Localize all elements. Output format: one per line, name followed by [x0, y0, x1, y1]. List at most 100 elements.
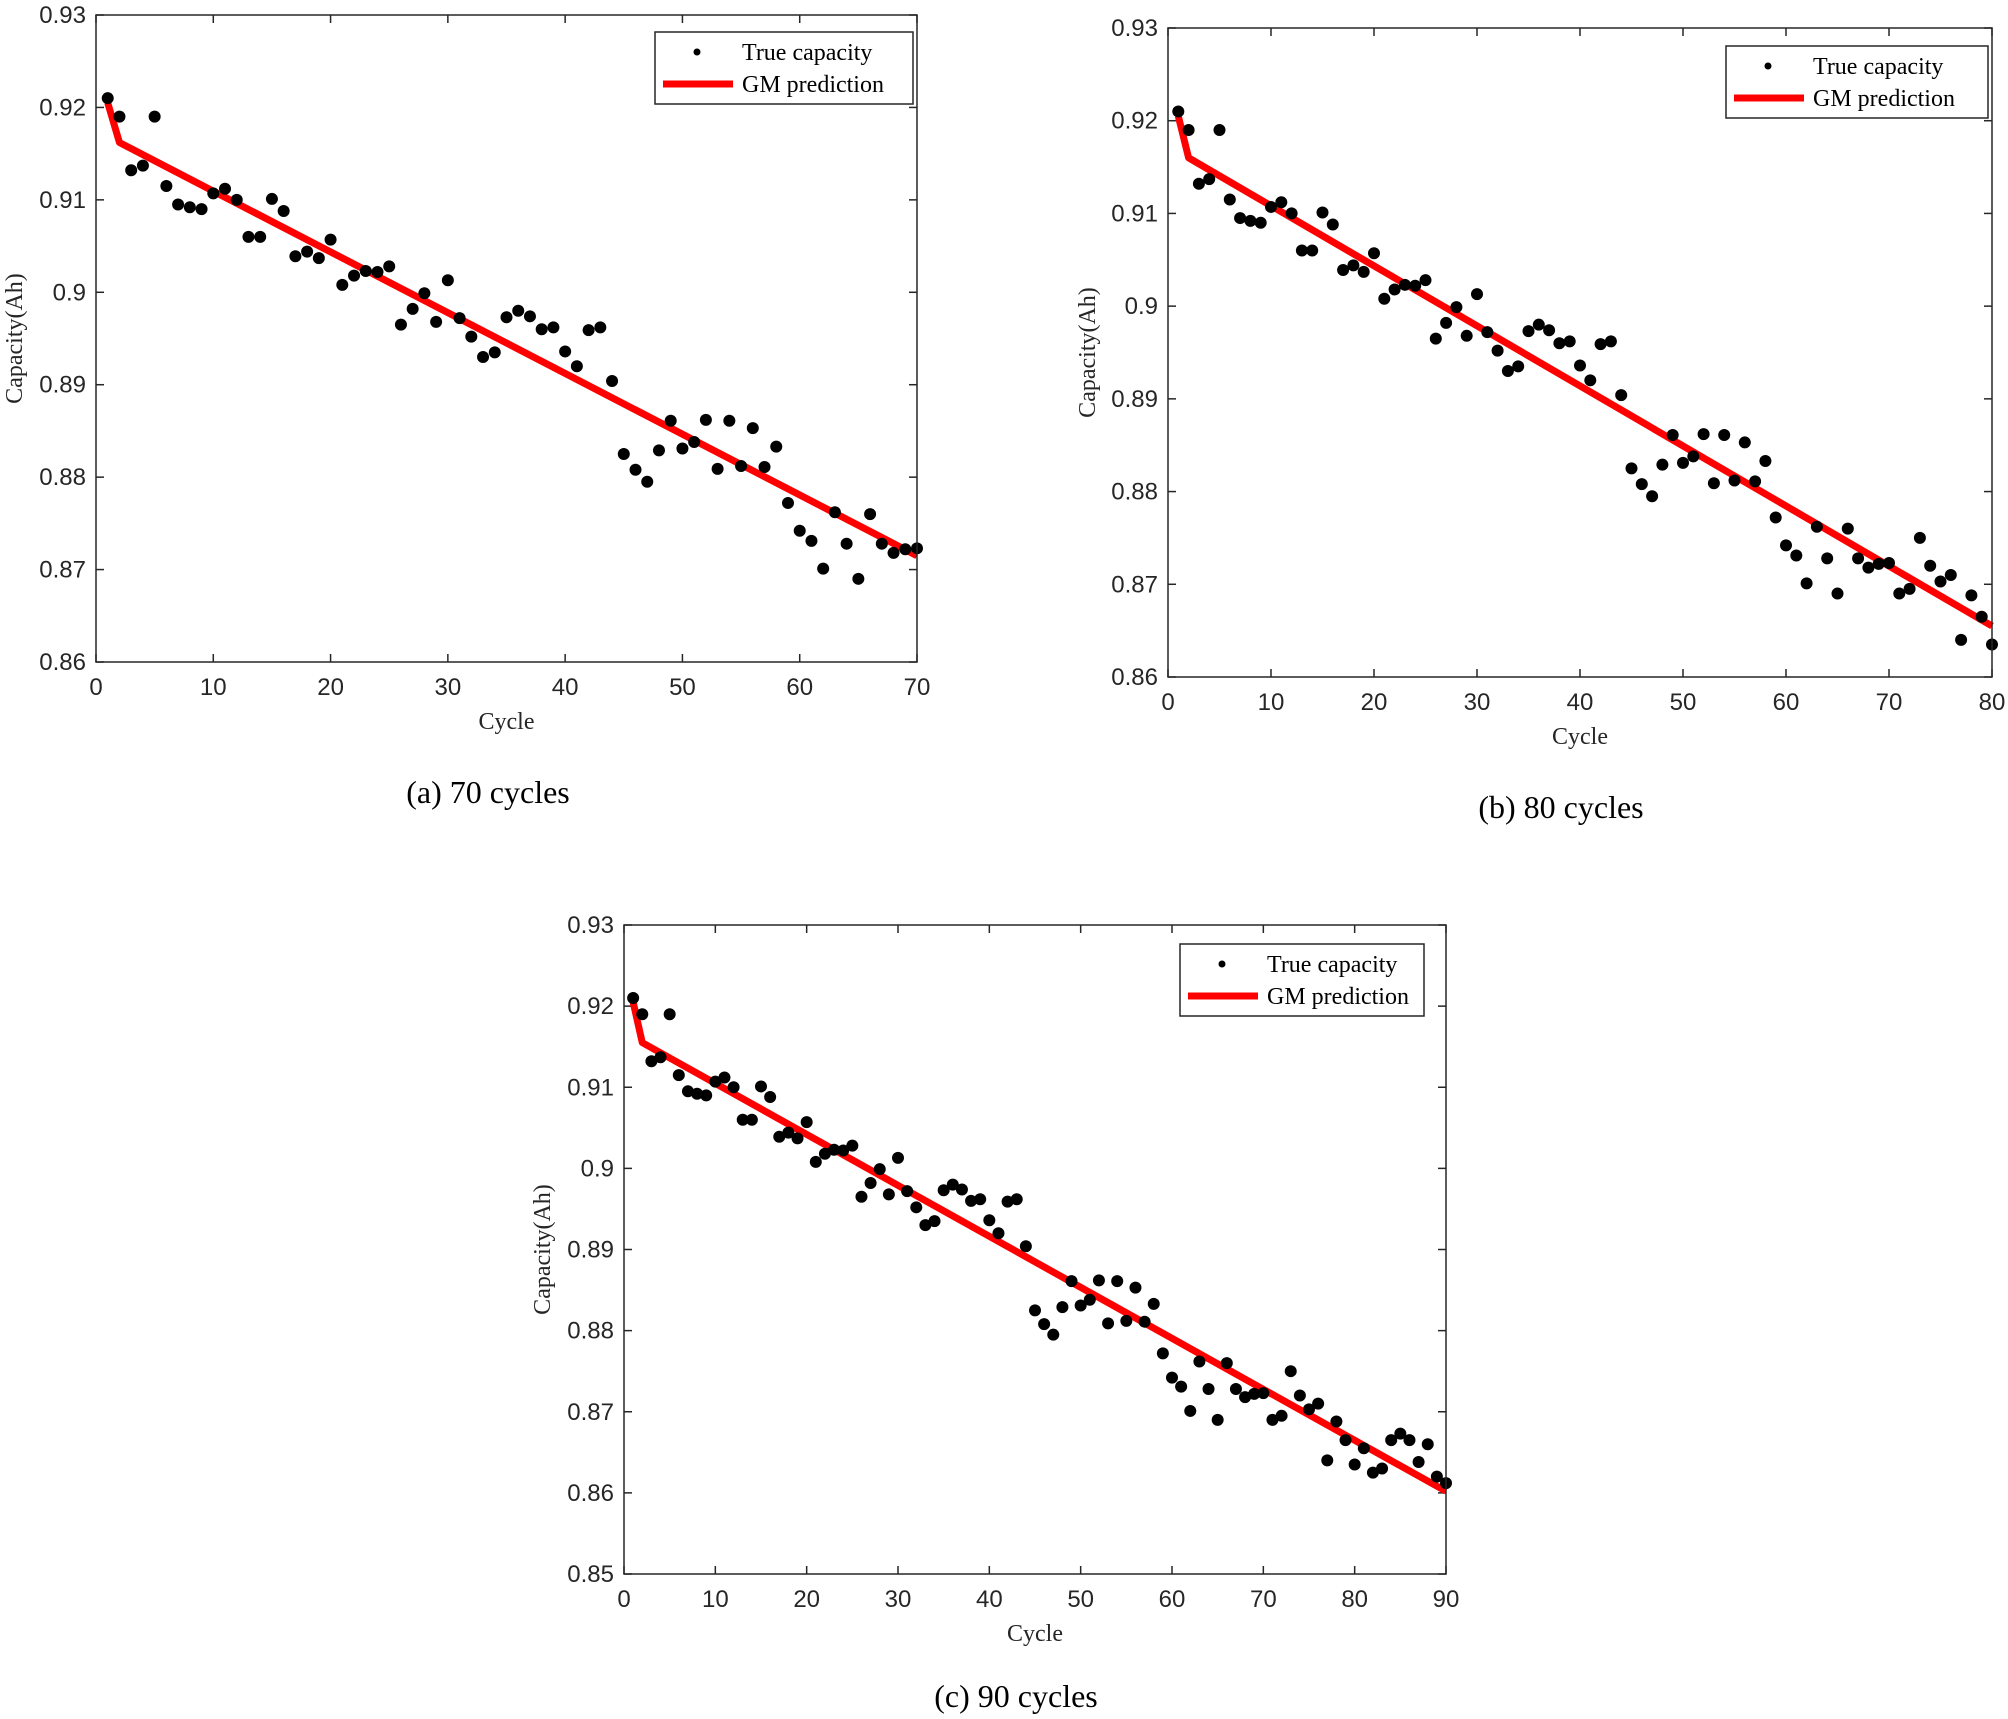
true-capacity-point — [265, 192, 278, 205]
true-capacity-point — [441, 274, 454, 287]
y-tick-label: 0.86 — [567, 1480, 614, 1507]
x-tick-label: 10 — [702, 1586, 729, 1613]
true-capacity-point — [1790, 549, 1803, 562]
legend-label-true-capacity: True capacity — [1813, 54, 1943, 80]
true-capacity-point — [1111, 1275, 1124, 1288]
x-tick-label: 30 — [435, 674, 462, 701]
true-capacity-point — [1312, 1397, 1325, 1410]
chart-a: 0 10 20 30 40 50 60 70 0.86 0.87 0.88 0.89 0.9 0.91 0.… — [2, 2, 930, 810]
true-capacity-point — [1975, 610, 1988, 623]
true-capacity-point — [735, 460, 748, 473]
y-tick-label: 0.88 — [567, 1318, 614, 1345]
true-capacity-point — [1697, 428, 1710, 441]
true-capacity-point — [1831, 587, 1844, 600]
true-capacity-point — [1192, 177, 1205, 190]
true-capacity-point — [1303, 1403, 1315, 1416]
true-capacity-point — [755, 1080, 767, 1093]
true-capacity-point — [793, 524, 806, 537]
true-capacity-point — [195, 203, 208, 216]
true-capacity-point — [864, 1176, 877, 1189]
true-capacity-point — [617, 448, 630, 461]
true-capacity-point — [837, 1144, 850, 1157]
legend-box — [654, 31, 914, 105]
chart-b: 0 10 20 30 40 50 60 70 80 0.86 0.87 0.88 0.89 0.9 0.91… — [1075, 15, 2005, 825]
true-capacity-point — [1440, 316, 1453, 329]
true-capacity-point — [453, 312, 466, 325]
true-capacity-point — [652, 444, 665, 457]
true-capacity-point — [1326, 218, 1339, 231]
true-capacity-point — [1083, 1293, 1096, 1306]
true-capacity-point — [1574, 359, 1586, 372]
axes-box — [623, 924, 1447, 1575]
true-capacity-point — [676, 442, 689, 455]
true-capacity-point — [1265, 200, 1277, 213]
x-tick-label: 70 — [904, 674, 931, 701]
true-capacity-point — [791, 1132, 804, 1145]
true-capacity-point — [1635, 478, 1648, 491]
gm-prediction-line — [629, 1001, 1448, 1495]
true-capacity-point — [1316, 206, 1329, 219]
true-capacity-point — [629, 463, 642, 476]
true-capacity-point — [336, 278, 349, 291]
y-tick-label: 0.93 — [567, 912, 614, 939]
true-capacity-point — [418, 287, 431, 300]
plot-area — [624, 925, 1446, 1574]
y-axis-label: Capacity(Ah) — [2, 273, 28, 404]
true-capacity-point — [371, 265, 384, 278]
y-tick-label: 0.87 — [1111, 571, 1158, 598]
true-capacity-point — [928, 1215, 941, 1228]
true-capacity-point — [1254, 216, 1267, 229]
true-capacity-point — [800, 1116, 813, 1129]
true-capacity-point — [1234, 212, 1247, 225]
true-capacity-point — [301, 245, 314, 258]
true-capacity-point — [1718, 429, 1731, 442]
true-capacity-point — [1284, 1365, 1297, 1378]
true-capacity-point — [113, 110, 126, 123]
true-capacity-point — [1460, 329, 1473, 342]
true-capacity-point — [1862, 561, 1875, 574]
true-capacity-point — [937, 1184, 950, 1197]
y-tick-label: 0.87 — [39, 557, 86, 584]
true-capacity-point — [1584, 374, 1597, 387]
true-capacity-point — [1368, 247, 1380, 260]
y-tick-label: 0.9 — [1125, 293, 1158, 320]
true-capacity-point — [691, 1087, 704, 1100]
true-capacity-point — [1913, 531, 1926, 544]
y-tick-label: 0.87 — [567, 1399, 614, 1426]
true-capacity-point — [1419, 274, 1432, 287]
true-capacity-point — [1366, 1466, 1379, 1479]
y-tick-label: 0.86 — [1111, 664, 1158, 691]
x-tick-label: 10 — [1258, 689, 1285, 716]
true-capacity-point — [764, 1090, 777, 1103]
true-capacity-point — [805, 534, 818, 547]
true-capacity-point — [1074, 1299, 1087, 1312]
legend-label-gm-prediction: GM prediction — [1267, 984, 1409, 1010]
true-capacity-point — [1852, 552, 1865, 565]
plot-area — [96, 15, 917, 662]
true-capacity-point — [1563, 335, 1576, 348]
chart-caption: (a) 70 cycles — [406, 774, 569, 810]
x-axis-label: Cycle — [479, 709, 535, 735]
true-capacity-point — [681, 1085, 694, 1098]
y-tick-label: 0.93 — [1111, 15, 1158, 42]
true-capacity-point — [535, 323, 548, 336]
true-capacity-point — [1728, 474, 1741, 487]
true-capacity-point — [430, 315, 443, 328]
x-tick-label: 80 — [1341, 1586, 1368, 1613]
true-capacity-point — [1965, 589, 1978, 602]
true-capacity-point — [570, 360, 583, 373]
true-capacity-point — [1257, 1387, 1270, 1400]
true-capacity-point — [230, 193, 243, 206]
true-capacity-point — [1594, 338, 1607, 351]
true-capacity-point — [1412, 1456, 1425, 1469]
axes-box — [1167, 27, 1993, 678]
legend-label-gm-prediction: GM prediction — [742, 72, 884, 98]
true-capacity-point — [965, 1194, 978, 1207]
true-capacity-point — [148, 110, 161, 123]
true-capacity-point — [1330, 1415, 1343, 1428]
true-capacity-point — [828, 506, 841, 519]
true-capacity-point — [718, 1071, 731, 1084]
true-capacity-point — [1944, 569, 1957, 582]
x-tick-label: 0 — [89, 674, 102, 701]
true-capacity-point — [1295, 244, 1308, 257]
